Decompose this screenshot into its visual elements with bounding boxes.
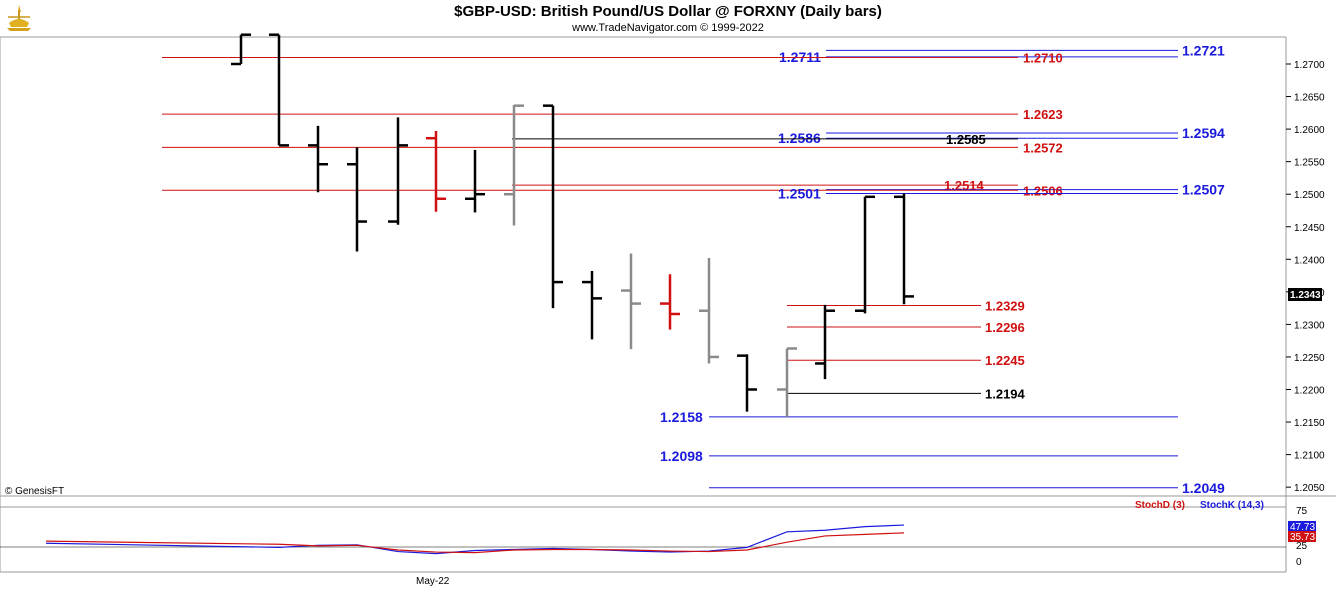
plot-frame xyxy=(0,36,1336,573)
price-tick-label: 1.2650 xyxy=(1294,93,1325,104)
level-label: 1.2506 xyxy=(1023,183,1063,198)
stochk-legend: StochK (14,3) xyxy=(1200,500,1264,511)
price-tick-label: 1.2550 xyxy=(1294,158,1325,169)
last-price-tag: 1.2343 xyxy=(1288,288,1322,301)
price-tick-label: 1.2250 xyxy=(1294,353,1325,364)
price-tick-label: 1.2100 xyxy=(1294,451,1325,462)
chart-subtitle: www.TradeNavigator.com © 1999-2022 xyxy=(572,22,764,34)
ohlc-bar xyxy=(699,257,719,364)
price-bars xyxy=(231,33,914,417)
ohlc-bar xyxy=(231,33,251,66)
ohlc-bar xyxy=(855,195,875,314)
stochk-line xyxy=(45,524,905,555)
ohlc-bar xyxy=(426,131,446,212)
ohlc-bar xyxy=(737,354,757,412)
ohlc-bar xyxy=(777,347,797,417)
trade-navigator-logo xyxy=(7,5,31,31)
ohlc-bar xyxy=(504,104,524,226)
price-axis: 1.2700 1.2650 1.2600 1.2550 1.2500 1.2450 1.24… xyxy=(1286,60,1325,494)
level-label: 1.2507 xyxy=(1182,182,1225,198)
ohlc-bar xyxy=(543,104,563,309)
level-label: 1.2501 xyxy=(778,186,821,202)
stochk-last-value: 47.73 xyxy=(1290,522,1315,533)
stoch-tick-0: 0 xyxy=(1296,557,1302,568)
level-label: 1.2296 xyxy=(985,320,1025,335)
ohlc-bar xyxy=(894,193,914,305)
price-tick-label: 1.2500 xyxy=(1294,190,1325,201)
price-tick-label: 1.2600 xyxy=(1294,125,1325,136)
level-label: 1.2329 xyxy=(985,299,1025,314)
price-tick-label: 1.2050 xyxy=(1294,483,1325,494)
price-tick-label: 1.2400 xyxy=(1294,255,1325,266)
level-label: 1.2623 xyxy=(1023,107,1063,122)
level-label: 1.2711 xyxy=(779,49,821,65)
price-tick-label: 1.2200 xyxy=(1294,386,1325,397)
chart-title: $GBP-USD: British Pound/US Dollar @ FORX… xyxy=(454,3,882,20)
level-label: 1.2586 xyxy=(778,130,821,146)
price-tick-label: 1.2300 xyxy=(1294,320,1325,331)
title-bar: $GBP-USD: British Pound/US Dollar @ FORX… xyxy=(0,0,1336,38)
copyright-label: © GenesisFT xyxy=(5,486,64,497)
stoch-tick-25: 25 xyxy=(1296,541,1308,552)
stochastic-panel: StochD (3) StochK (14,3) 75 25 0 47.73 3… xyxy=(0,500,1316,568)
level-label: 1.2710 xyxy=(1023,50,1063,65)
level-label: 1.2098 xyxy=(660,448,703,464)
price-tick-label: 1.2150 xyxy=(1294,418,1325,429)
ohlc-bar xyxy=(269,33,289,147)
ohlc-bar xyxy=(347,147,367,252)
ohlc-bar xyxy=(582,271,602,340)
level-label: 1.2572 xyxy=(1023,140,1063,155)
level-label: 1.2049 xyxy=(1182,480,1225,496)
stoch-tick-75: 75 xyxy=(1296,506,1308,517)
stochd-legend: StochD (3) xyxy=(1135,500,1185,511)
level-label: 1.2585 xyxy=(946,132,986,147)
ohlc-bar xyxy=(388,117,408,225)
x-axis-label: May-22 xyxy=(416,576,450,587)
price-tick-label: 1.2450 xyxy=(1294,223,1325,234)
ohlc-bar xyxy=(621,253,641,350)
level-label: 1.2514 xyxy=(944,178,985,193)
level-label: 1.2245 xyxy=(985,353,1025,368)
support-resistance-levels: 1.2721 1.2711 1.2710 1.2623 1.2594 1.2586 1.25… xyxy=(162,42,1225,496)
last-price-label: 1.2343 xyxy=(1290,290,1321,301)
ohlc-bar xyxy=(815,304,835,380)
ohlc-bar xyxy=(308,125,328,193)
ohlc-bar xyxy=(660,274,680,330)
level-label: 1.2158 xyxy=(660,409,703,425)
stochd-last-value: 35.73 xyxy=(1290,532,1315,543)
level-label: 1.2594 xyxy=(1182,125,1225,141)
stochd-line xyxy=(45,532,905,554)
level-label: 1.2194 xyxy=(985,386,1026,401)
ohlc-bar xyxy=(465,149,485,213)
level-label: 1.2721 xyxy=(1182,42,1225,58)
price-tick-label: 1.2700 xyxy=(1294,60,1325,71)
